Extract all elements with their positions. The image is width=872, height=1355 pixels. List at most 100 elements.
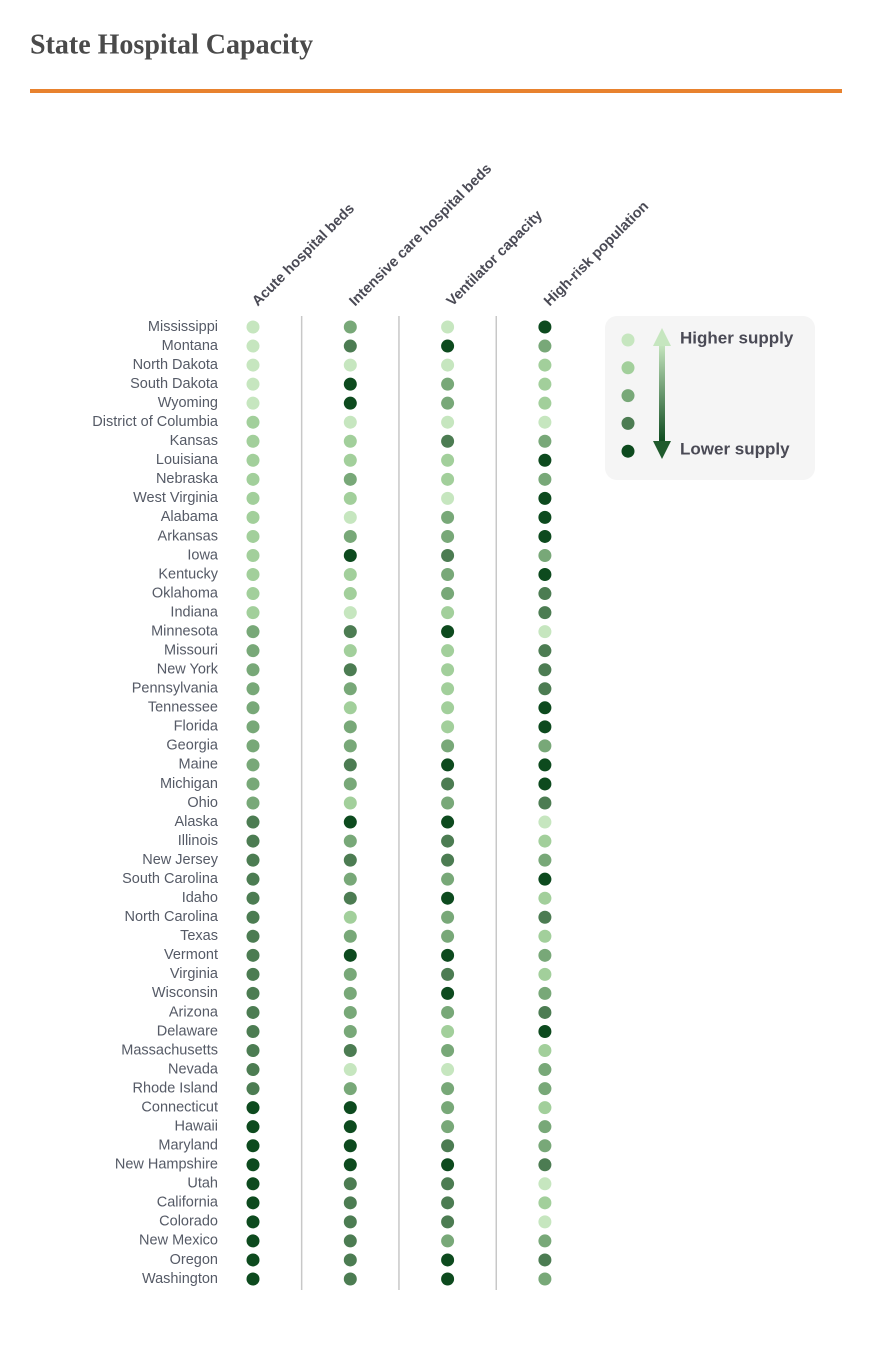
row-label: Ohio	[187, 795, 218, 811]
dot	[343, 910, 357, 924]
row-label: North Carolina	[125, 909, 219, 925]
dot	[538, 587, 552, 601]
dot	[246, 1272, 260, 1286]
dot	[246, 815, 260, 829]
legend-dot	[621, 361, 635, 375]
dot	[538, 834, 552, 848]
dot	[246, 529, 260, 543]
dot	[441, 358, 455, 372]
dot	[246, 872, 260, 886]
row-label: Massachusetts	[121, 1042, 218, 1058]
dot	[538, 929, 552, 943]
dot	[246, 1177, 260, 1191]
row-label: South Carolina	[122, 871, 219, 887]
dot	[441, 872, 455, 886]
dot	[441, 910, 455, 924]
dot	[343, 682, 357, 696]
dot	[246, 777, 260, 791]
dot	[538, 529, 552, 543]
row-label: Vermont	[164, 947, 218, 963]
dot	[538, 1196, 552, 1210]
dot	[343, 1177, 357, 1191]
dot	[538, 815, 552, 829]
dot	[538, 491, 552, 505]
dot	[343, 796, 357, 810]
dot	[246, 948, 260, 962]
dot	[343, 777, 357, 791]
row-label: Wyoming	[158, 395, 218, 411]
row-label: New Mexico	[139, 1233, 218, 1249]
dot	[246, 1234, 260, 1248]
dot	[538, 606, 552, 620]
dot	[343, 606, 357, 620]
dot	[343, 758, 357, 772]
dot	[538, 910, 552, 924]
legend-dot	[621, 416, 635, 430]
dot	[246, 339, 260, 353]
dot	[343, 358, 357, 372]
dot	[343, 320, 357, 334]
dot	[343, 663, 357, 677]
dot	[538, 739, 552, 753]
dot	[441, 644, 455, 658]
dot	[343, 529, 357, 543]
dot	[538, 434, 552, 448]
dot	[343, 1005, 357, 1019]
row-label: Arkansas	[158, 528, 218, 544]
dot	[343, 872, 357, 886]
dot	[441, 1005, 455, 1019]
dot	[538, 720, 552, 734]
dot	[441, 986, 455, 1000]
legend-label: Lower supply	[680, 439, 790, 458]
dot	[441, 587, 455, 601]
dot	[538, 986, 552, 1000]
row-label: Hawaii	[174, 1119, 218, 1135]
column-header: Ventilator capacity	[444, 208, 546, 310]
dot	[343, 1234, 357, 1248]
dot	[538, 358, 552, 372]
dot	[441, 777, 455, 791]
dot	[441, 853, 455, 867]
dot	[343, 1196, 357, 1210]
dot	[538, 1044, 552, 1058]
dot	[246, 720, 260, 734]
dot	[441, 1196, 455, 1210]
dot	[441, 1024, 455, 1038]
dot	[246, 320, 260, 334]
dot	[343, 510, 357, 524]
dot	[441, 529, 455, 543]
row-label: California	[157, 1195, 219, 1211]
dot	[441, 834, 455, 848]
dot	[538, 796, 552, 810]
dot	[538, 1005, 552, 1019]
dot	[441, 1139, 455, 1153]
row-label: Michigan	[160, 776, 218, 792]
dot	[441, 625, 455, 639]
dot	[441, 1177, 455, 1191]
dot	[343, 396, 357, 410]
dot	[538, 1253, 552, 1267]
dot	[441, 1215, 455, 1229]
dot	[343, 1082, 357, 1096]
row-label: Louisiana	[156, 452, 219, 468]
row-label: New York	[157, 662, 219, 678]
legend-dot	[621, 389, 635, 403]
row-label: Washington	[142, 1271, 218, 1287]
dot	[441, 472, 455, 486]
dot	[343, 853, 357, 867]
dot	[441, 1120, 455, 1134]
column-header: Acute hospital beds	[249, 201, 358, 310]
dot	[343, 339, 357, 353]
dot	[538, 948, 552, 962]
dot	[343, 929, 357, 943]
dot	[246, 758, 260, 772]
dot	[441, 1253, 455, 1267]
dot	[246, 1139, 260, 1153]
row-label: West Virginia	[133, 490, 219, 506]
dot	[538, 396, 552, 410]
dot	[246, 1120, 260, 1134]
dot	[441, 453, 455, 467]
dot	[441, 377, 455, 391]
dot	[246, 453, 260, 467]
